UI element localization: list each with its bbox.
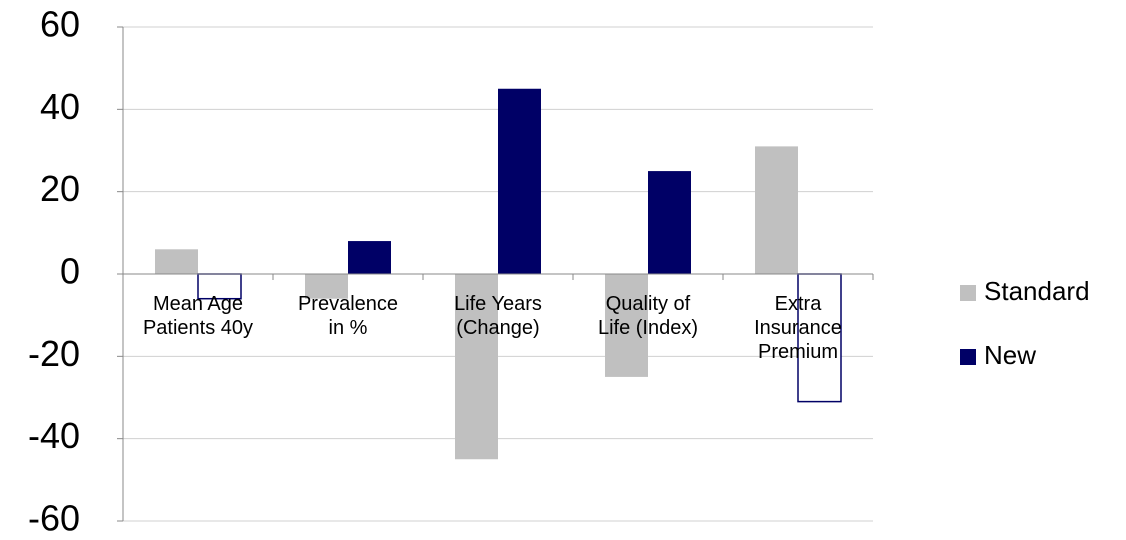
bar: [155, 249, 198, 274]
legend-label: New: [984, 340, 1036, 370]
x-tick-label: Extra Insurance Premium: [754, 293, 842, 363]
bar: [455, 274, 498, 460]
legend-label: Standard: [984, 276, 1090, 306]
x-tick-label: Quality of Life (Index): [597, 293, 699, 339]
y-tick-label: 0: [60, 251, 80, 292]
legend-swatch: [960, 349, 976, 365]
bar: [755, 146, 798, 274]
bar: [348, 241, 391, 274]
bar: [305, 274, 348, 299]
y-tick-label: 40: [40, 86, 80, 127]
bar: [498, 88, 541, 274]
y-tick-label: -20: [28, 333, 80, 374]
bar: [605, 274, 648, 377]
y-tick-label: 60: [40, 4, 80, 45]
y-tick-label: -40: [28, 415, 80, 456]
bar: [197, 273, 242, 300]
x-tick-label: Life Years (Change): [454, 293, 542, 339]
x-tick-label: Prevalence in %: [297, 293, 399, 339]
bar: [648, 171, 691, 274]
bar: [797, 273, 842, 403]
y-tick-label: -60: [28, 498, 80, 539]
y-tick-label: 20: [40, 168, 80, 209]
x-tick-label: Mean Age Patients 40y: [142, 293, 254, 339]
legend-swatch: [960, 285, 976, 301]
